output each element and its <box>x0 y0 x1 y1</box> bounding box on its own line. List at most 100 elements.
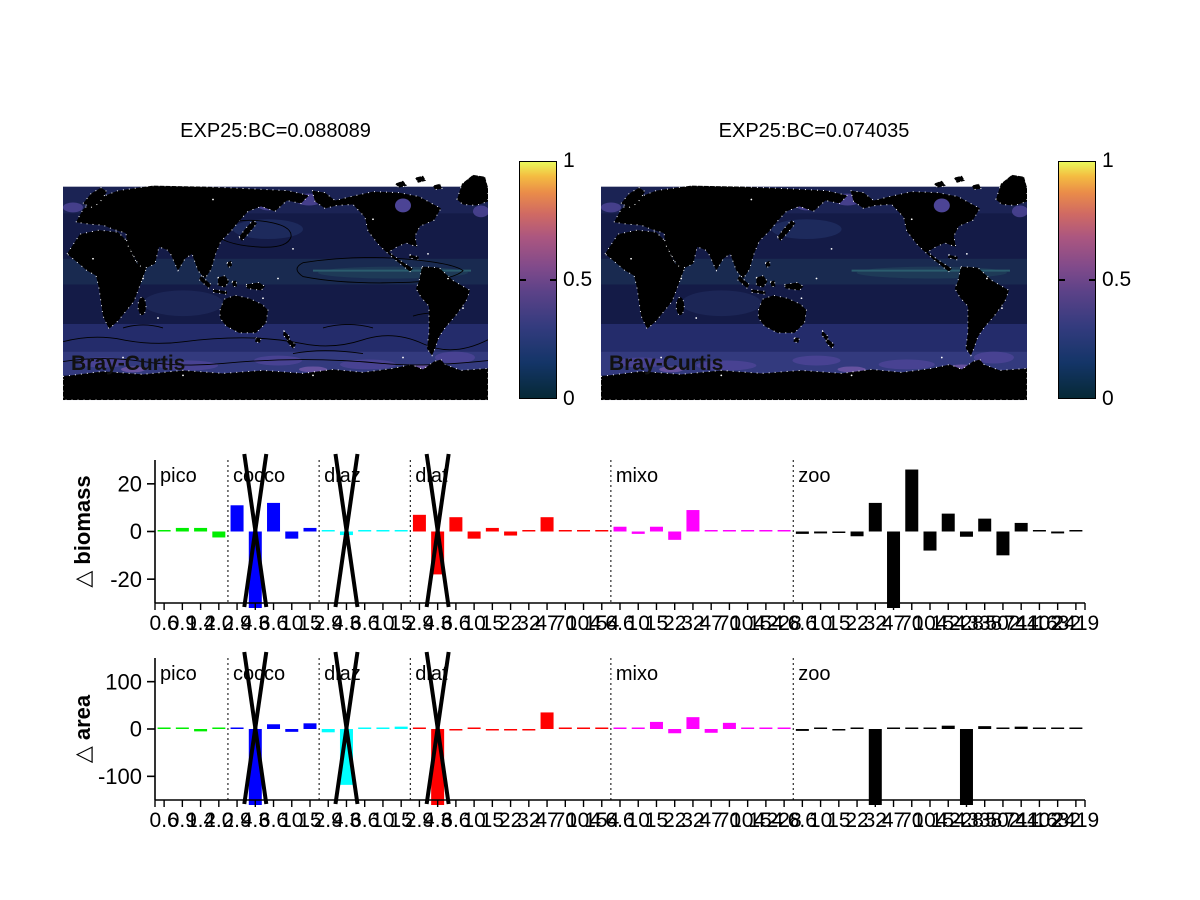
land-borneo <box>755 274 768 289</box>
x-tick-label: 104 <box>730 612 765 635</box>
bar-zoo-22 <box>850 727 864 729</box>
purple-patch-bright <box>121 366 145 373</box>
bar-diat-47 <box>540 712 554 729</box>
group-label-diaz: diaz <box>324 663 361 685</box>
land-philippines <box>226 260 233 269</box>
x-tick-label: 10 <box>809 809 832 832</box>
x-tick-label: 6.6 <box>259 612 288 635</box>
ocean-band-south1 <box>601 323 1027 352</box>
coastal-speckle <box>630 257 632 260</box>
purple-patch <box>63 202 83 213</box>
bar-diat-70 <box>558 727 572 729</box>
x-tick-label: 154 <box>931 809 966 832</box>
bar-mixo-10 <box>631 531 645 534</box>
bar-mixo-47 <box>704 729 718 733</box>
hudson-bay-patch <box>395 198 411 213</box>
x-tick-label: 32 <box>864 612 887 635</box>
bar-diat-47 <box>540 517 554 532</box>
bar-cocco-10 <box>285 729 299 732</box>
x-tick-label: 104 <box>912 809 947 832</box>
purple-patch <box>878 359 935 370</box>
x-tick-label: 10 <box>627 809 650 832</box>
indian-ocean-patch <box>681 290 762 317</box>
land-arctic-isle-1 <box>932 180 947 189</box>
y-tick-label: -100 <box>98 764 142 789</box>
colorbar-label-05: 0.5 <box>563 268 593 291</box>
land-new-zealand-s <box>824 338 836 350</box>
x-tick-label: 1102 <box>1017 612 1062 635</box>
x-tick-label: 338 <box>967 809 1002 832</box>
bar-diat-22 <box>504 531 518 536</box>
x-tick-label: 228 <box>949 809 984 832</box>
bar-diat-104 <box>577 727 591 729</box>
x-tick-label: 2419 <box>1053 809 1100 832</box>
x-tick-label: 154 <box>748 809 783 832</box>
bar-diat-15 <box>485 527 499 532</box>
bar-zoo-338 <box>978 518 992 532</box>
bar-diaz-6.6 <box>358 727 372 729</box>
bar-diat-32 <box>522 729 536 731</box>
coastal-speckle <box>680 277 683 280</box>
colorbar-label-1: 1 <box>1102 149 1114 172</box>
bar-mixo-47 <box>704 530 718 532</box>
bar-zoo-10 <box>814 531 828 534</box>
bar-zoo-6.6 <box>795 729 809 731</box>
land-arctic-isle-1 <box>394 180 408 189</box>
x-tick-label: 47 <box>882 612 905 635</box>
x-tick-label: 47 <box>699 612 722 635</box>
bar-diat-154 <box>595 727 609 729</box>
bc-contour <box>322 324 374 329</box>
group-label-zoo: zoo <box>798 465 830 487</box>
x-tick-label: 15 <box>827 809 850 832</box>
bar-diat-10 <box>467 531 481 539</box>
bar-pico-0.9 <box>175 527 189 532</box>
bar-diat-154 <box>595 530 609 532</box>
bar-pico-0.6 <box>157 530 171 532</box>
bar-zoo-744 <box>1014 726 1028 729</box>
x-tick-label: 10 <box>809 612 832 635</box>
offscale-x-marker <box>242 453 269 608</box>
x-tick-label: 32 <box>517 809 540 832</box>
coastal-speckle <box>92 257 94 260</box>
x-tick-label: 6.6 <box>350 809 379 832</box>
x-tick-label: 104 <box>566 612 601 635</box>
x-tick-label: 70 <box>718 612 741 635</box>
land-scandinavia <box>620 187 646 208</box>
x-tick-label: 15 <box>298 612 321 635</box>
bar-zoo-70 <box>905 727 919 729</box>
bar-diaz-15 <box>394 530 408 532</box>
bar-zoo-228 <box>959 729 973 805</box>
bar-diaz-2.9 <box>321 530 335 532</box>
bar-zoo-502 <box>996 531 1010 556</box>
bar-mixo-104 <box>741 727 755 729</box>
bar-mixo-32 <box>686 717 700 729</box>
x-tick-label: 1102 <box>1017 809 1062 832</box>
x-tick-label: 6.6 <box>259 809 288 832</box>
x-tick-label: 1632 <box>1034 809 1081 832</box>
bar-zoo-2419 <box>1069 530 1083 532</box>
coastal-speckle <box>277 277 279 280</box>
colorbar-tick-right-mid2 <box>1089 279 1095 281</box>
land-eurasia <box>75 185 310 280</box>
y-tick-label: -20 <box>110 567 142 592</box>
coastal-speckle <box>940 356 943 359</box>
bar-pico-0.9 <box>175 727 189 729</box>
bar-diat-32 <box>522 530 536 532</box>
x-tick-label: 10 <box>371 612 394 635</box>
bar-zoo-32 <box>868 729 882 805</box>
x-tick-label: 4.3 <box>241 809 270 832</box>
coastal-speckle <box>402 356 404 359</box>
bar-diat-22 <box>504 729 518 731</box>
bar-mixo-154 <box>759 530 773 532</box>
bc-contour <box>412 312 454 317</box>
purple-patch <box>973 351 1014 364</box>
bar-zoo-10 <box>814 727 828 729</box>
land-sulawesi <box>231 279 238 287</box>
coastal-speckle <box>292 248 294 250</box>
bar-diaz-2.9 <box>321 729 335 733</box>
x-tick-label: 70 <box>554 612 577 635</box>
bar-cocco-10 <box>285 531 299 539</box>
land-arctic-isle-2 <box>953 175 966 184</box>
bar-zoo-154 <box>941 725 955 729</box>
x-tick-label: 2.9 <box>314 612 343 635</box>
